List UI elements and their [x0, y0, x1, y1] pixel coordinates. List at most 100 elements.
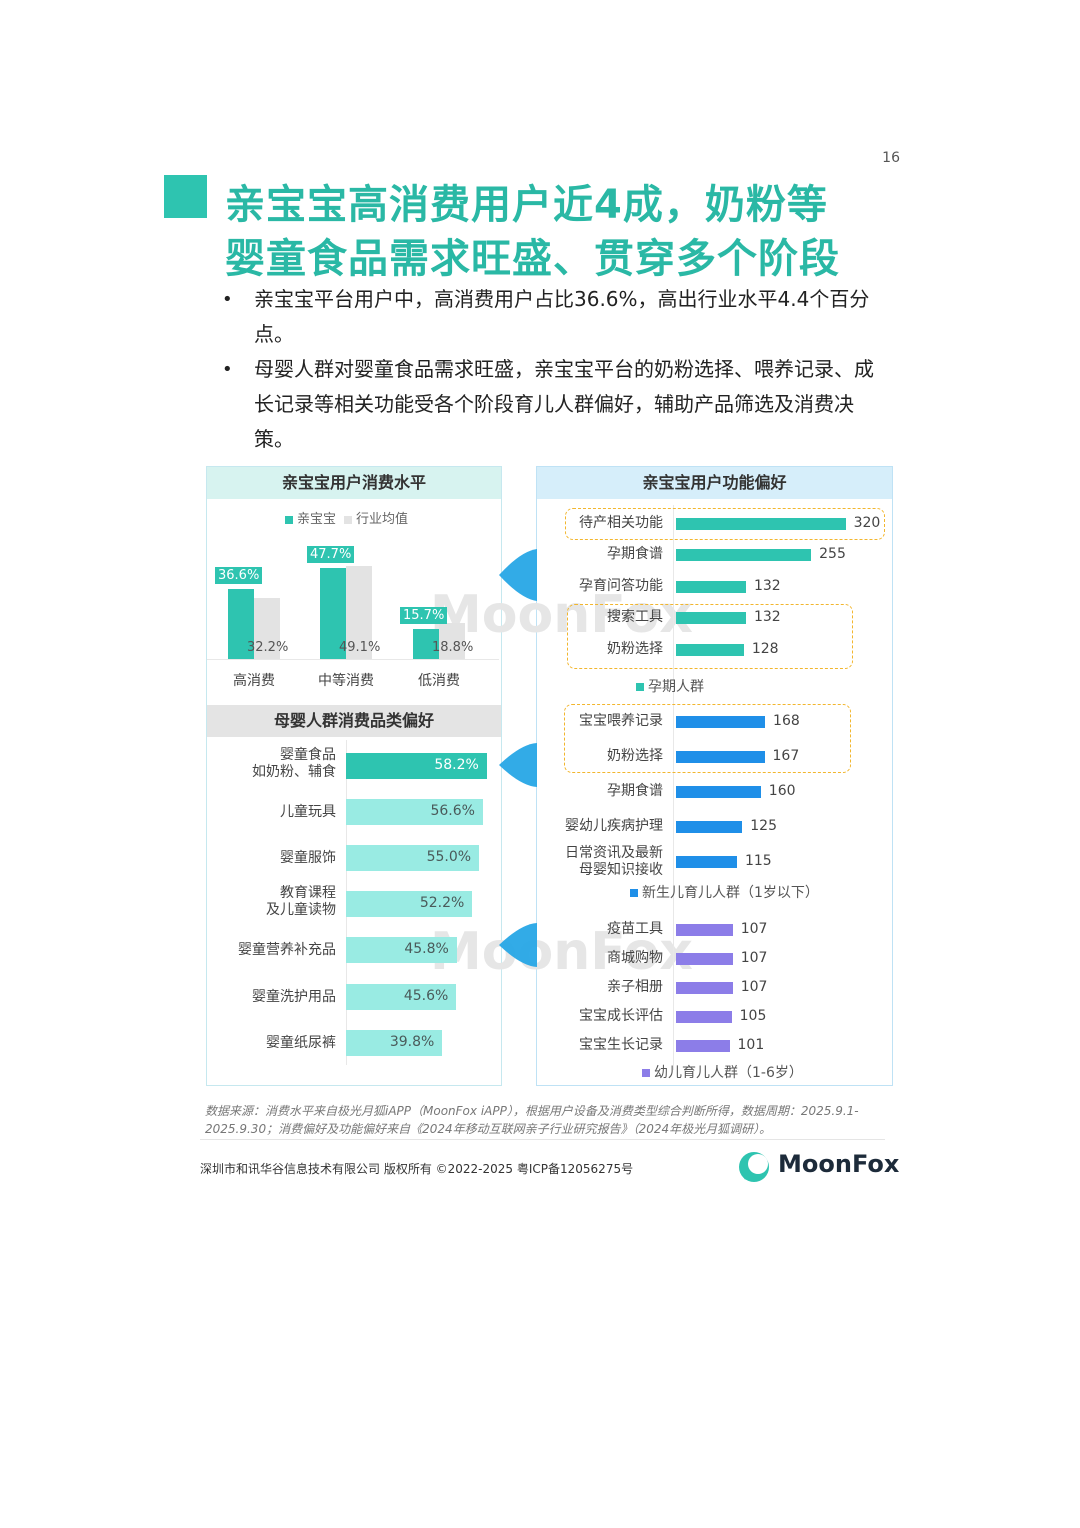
bar-industry: [346, 565, 372, 659]
feature-bar: [676, 581, 746, 593]
value-label: 15.7%: [400, 607, 448, 625]
feature-label: 婴幼儿疾病护理: [540, 818, 663, 835]
arrow-left-icon: [499, 549, 537, 601]
value-label: 49.1%: [339, 640, 381, 655]
feature-label: 孕期食谱: [540, 546, 663, 563]
bar-industry: [439, 623, 465, 659]
category-label: 高消费: [233, 673, 275, 689]
feature-label-line: 孕期食谱: [607, 783, 663, 799]
feature-label-line: 婴幼儿疾病护理: [565, 818, 663, 834]
feature-label: 宝宝成长评估: [540, 1008, 663, 1025]
feature-label-line: 孕育问答功能: [579, 578, 663, 594]
bullet-point: • 亲宝宝平台用户中，高消费用户占比36.6%，高出行业水平4.4个百分点。: [222, 282, 882, 352]
feature-bar: [676, 856, 737, 868]
category-label: 婴童洗护用品: [210, 989, 336, 1006]
group-legend: 幼儿育儿人群（1-6岁）: [642, 1062, 803, 1082]
value-label: 320: [853, 515, 881, 531]
category-label-line: 婴童服饰: [280, 850, 336, 866]
legend-swatch: [344, 515, 353, 524]
legend-label: 新生儿育儿人群（1岁以下）: [642, 885, 819, 901]
bullet-text: 母婴人群对婴童食品需求旺盛，亲宝宝平台的奶粉选择、喂养记录、成长记录等相关功能受…: [254, 357, 874, 451]
category-label-line: 及儿童读物: [266, 902, 336, 918]
value-label: 107: [740, 979, 768, 995]
category-bar: [346, 891, 473, 917]
value-label: 167: [772, 748, 800, 764]
highlight-box: [567, 604, 853, 669]
category-label: 儿童玩具: [210, 804, 336, 821]
feature-bar: [676, 716, 766, 728]
feature-label: 搜索工具: [540, 609, 663, 626]
bar-qinbaobao: [413, 629, 439, 659]
value-label: 55.0%: [426, 849, 472, 865]
feature-label: 宝宝生长记录: [540, 1037, 663, 1054]
bullet-point: • 母婴人群对婴童食品需求旺盛，亲宝宝平台的奶粉选择、喂养记录、成长记录等相关功…: [222, 352, 882, 457]
feature-label: 奶粉选择: [540, 748, 663, 765]
category-label-line: 儿童玩具: [280, 804, 336, 820]
category-bar: [346, 799, 483, 825]
value-label: 115: [744, 853, 772, 869]
feature-label-line: 商城购物: [607, 950, 663, 966]
value-label: 58.2%: [434, 757, 479, 773]
value-label: 255: [819, 546, 846, 562]
feature-label-line: 孕期食谱: [607, 546, 663, 562]
value-label: 101: [737, 1037, 765, 1053]
feature-label: 奶粉选择: [540, 641, 663, 658]
feature-label-line: 搜索工具: [607, 609, 663, 625]
chart-legend: 亲宝宝 行业均值: [285, 508, 416, 527]
category-label-line: 婴童洗护用品: [252, 989, 336, 1005]
category-label: 低消费: [418, 673, 460, 689]
feature-bar: [676, 786, 761, 798]
feature-label-line: 宝宝成长评估: [579, 1008, 663, 1024]
feature-bar: [676, 518, 846, 530]
feature-label: 商城购物: [540, 950, 663, 967]
category-label: 中等消费: [318, 673, 374, 689]
bar-qinbaobao: [320, 568, 346, 659]
feature-bar: [676, 821, 743, 833]
group-legend: 新生儿育儿人群（1岁以下）: [630, 882, 819, 902]
value-label: 168: [773, 713, 800, 729]
category-preference-title: 母婴人群消费品类偏好: [207, 705, 501, 737]
brand-name: MoonFox: [778, 1150, 900, 1178]
feature-bar: [676, 612, 746, 624]
feature-label-line: 疫苗工具: [607, 921, 663, 937]
legend-label: 孕期人群: [648, 679, 704, 695]
feature-label-line: 奶粉选择: [607, 641, 663, 657]
legend-swatch: [630, 889, 638, 897]
legend-item: 亲宝宝: [285, 512, 336, 527]
value-label: 32.2%: [247, 640, 289, 655]
legend-label: 幼儿育儿人群（1-6岁）: [654, 1065, 803, 1081]
bar-industry: [254, 597, 280, 659]
highlight-box: [564, 704, 851, 773]
bullet-dot: •: [222, 289, 233, 310]
watermark: MoonFox: [430, 922, 693, 982]
category-label: 婴童营养补充品: [210, 942, 336, 959]
feature-label-line: 宝宝生长记录: [579, 1037, 663, 1053]
feature-label: 宝宝喂养记录: [540, 713, 663, 730]
category-label-line: 如奶粉、辅食: [252, 764, 336, 780]
feature-bar: [676, 549, 812, 561]
feature-preference-title: 亲宝宝用户功能偏好: [537, 467, 892, 499]
title-marker: [164, 175, 207, 218]
consumption-level-title: 亲宝宝用户消费水平: [207, 467, 501, 499]
feature-label: 亲子相册: [540, 979, 663, 996]
category-bar: [346, 937, 457, 963]
bullet-dot: •: [222, 359, 233, 380]
category-label-line: 婴童营养补充品: [238, 942, 336, 958]
group-legend: 孕期人群: [636, 676, 704, 696]
value-label: 45.8%: [404, 941, 449, 957]
feature-label: 日常资讯及最新 母婴知识接收: [540, 845, 663, 879]
category-bar: [346, 1030, 443, 1056]
feature-label: 疫苗工具: [540, 921, 663, 938]
category-label-line: 婴童食品: [280, 747, 336, 763]
legend-label: 行业均值: [356, 512, 409, 527]
data-source-note: 数据来源：消费水平来自极光月狐iAPP（MoonFox iAPP），根据用户设备…: [205, 1104, 859, 1136]
chart-baseline: [207, 659, 499, 660]
value-label: 105: [739, 1008, 767, 1024]
moonfox-logo-icon: [739, 1152, 769, 1182]
value-label: 125: [750, 818, 777, 834]
legend-swatch: [642, 1069, 650, 1077]
watermark: MoonFox: [430, 585, 693, 645]
feature-label: 孕期食谱: [540, 783, 663, 800]
bullet-text: 亲宝宝平台用户中，高消费用户占比36.6%，高出行业水平4.4个百分点。: [254, 287, 870, 346]
value-label: 47.7%: [307, 546, 355, 564]
